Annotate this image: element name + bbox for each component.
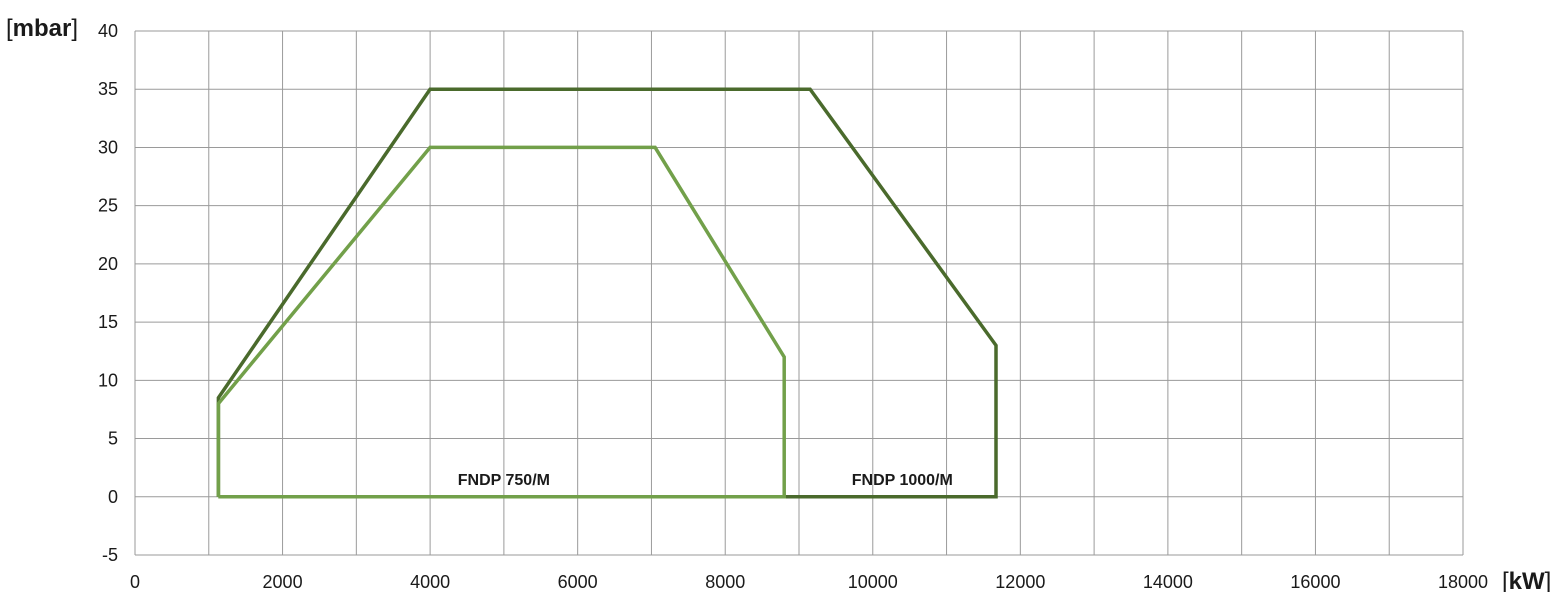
y-tick-label: 35 bbox=[98, 79, 118, 99]
series-labels: FNDP 1000/M FNDP 750/M bbox=[458, 472, 953, 489]
y-tick-label: 30 bbox=[98, 137, 118, 157]
x-tick-label: 2000 bbox=[263, 572, 303, 592]
x-tick-labels: 0 2000 4000 6000 8000 10000 12000 14000 16000 180… bbox=[130, 572, 1488, 592]
x-tick-label: 6000 bbox=[558, 572, 598, 592]
y-axis-label: mbar bbox=[13, 15, 72, 42]
y-tick-label: -5 bbox=[102, 545, 118, 565]
y-tick-label: 25 bbox=[98, 196, 118, 216]
y-tick-label: 10 bbox=[98, 370, 118, 390]
y-tick-label: 0 bbox=[108, 487, 118, 507]
y-axis-unit: [mbar] bbox=[6, 15, 78, 42]
series-label: FNDP 1000/M bbox=[852, 472, 953, 489]
x-tick-label: 18000 bbox=[1438, 572, 1488, 592]
x-tick-label: 0 bbox=[130, 572, 140, 592]
x-tick-label: 4000 bbox=[410, 572, 450, 592]
x-tick-label: 12000 bbox=[995, 572, 1045, 592]
y-tick-labels: -5 0 5 10 15 20 25 30 35 40 bbox=[98, 21, 118, 565]
x-axis-unit: [kW] bbox=[1502, 568, 1551, 592]
series-label: FNDP 750/M bbox=[458, 472, 550, 489]
x-tick-label: 8000 bbox=[705, 572, 745, 592]
y-tick-label: 5 bbox=[108, 429, 118, 449]
grid bbox=[134, 30, 1464, 556]
y-tick-label: 15 bbox=[98, 312, 118, 332]
series-line-0 bbox=[216, 87, 998, 499]
series-group bbox=[216, 87, 998, 499]
series-line-1 bbox=[216, 145, 786, 499]
y-tick-label: 20 bbox=[98, 254, 118, 274]
y-tick-label: 40 bbox=[98, 21, 118, 41]
x-tick-label: 10000 bbox=[848, 572, 898, 592]
x-axis-label: kW bbox=[1509, 568, 1545, 592]
x-tick-label: 14000 bbox=[1143, 572, 1193, 592]
x-tick-label: 16000 bbox=[1290, 572, 1340, 592]
